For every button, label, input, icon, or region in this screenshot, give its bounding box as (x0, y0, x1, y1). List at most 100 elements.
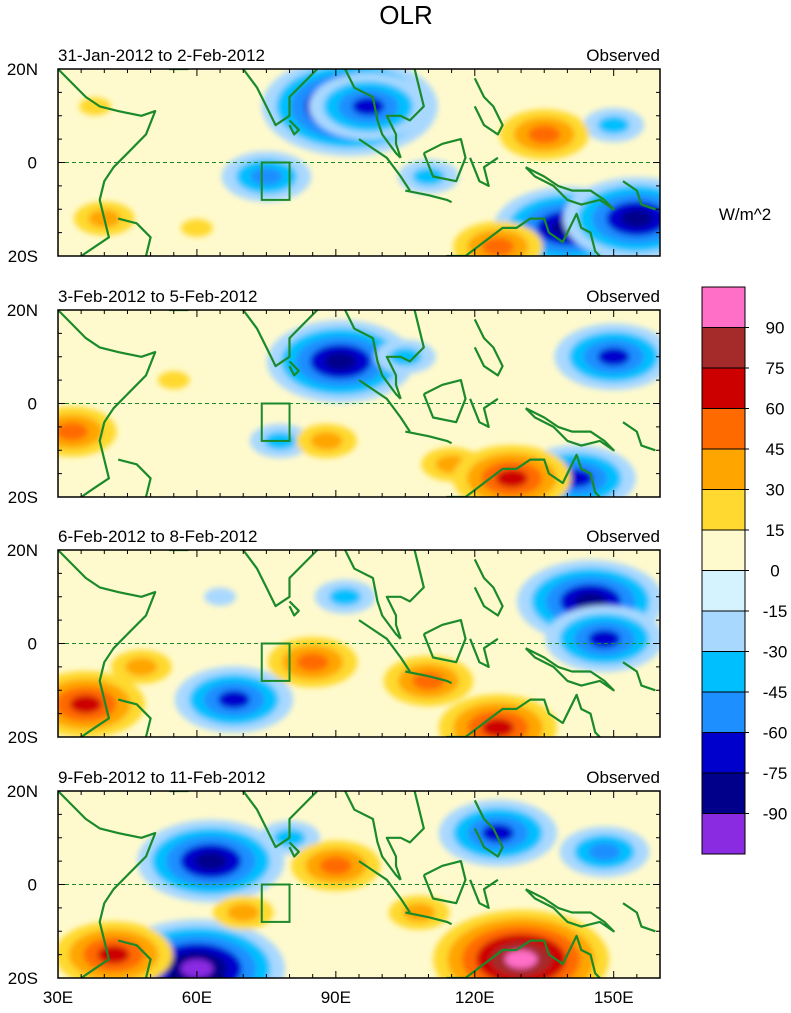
coastline (344, 310, 402, 400)
colorbar-swatch (701, 813, 746, 855)
anomaly-contour (250, 167, 283, 186)
y-tick-label: 0 (28, 395, 37, 414)
map-panel-3: 20N 0 20S 6-Feb-2012 to 8-Feb-2012 Observed (7, 527, 661, 747)
map-panel-2: 20N 0 20S 3-Feb-2012 to 5-Feb-2012 Observed (7, 287, 661, 507)
panel-right-title: Observed (586, 287, 660, 306)
coastline (622, 661, 656, 692)
anomaly-contour (620, 209, 653, 228)
colorbar-label: -90 (763, 805, 788, 824)
colorbar-label: 0 (770, 562, 779, 581)
coastline (422, 860, 467, 905)
anomaly-contour (194, 852, 227, 871)
region-box (260, 402, 291, 442)
coastline (524, 407, 615, 452)
x-tick-label: 60E (182, 988, 212, 1007)
colorbar-swatch (701, 651, 746, 693)
colorbar-swatch (701, 367, 746, 409)
y-tick-label: 20S (8, 488, 38, 507)
colorbar-label: 90 (766, 319, 785, 338)
y-tick-label: 20N (7, 301, 38, 320)
colorbar-label: 60 (766, 400, 785, 419)
y-tick-label: 20N (7, 782, 38, 801)
coastline (469, 637, 499, 668)
coastline (445, 693, 602, 737)
coastline (58, 310, 157, 497)
coastline (117, 698, 152, 737)
coastline (58, 791, 157, 978)
coastline (241, 791, 319, 849)
anomaly-contour (352, 97, 385, 116)
colorbar-label: -60 (763, 724, 788, 743)
anomaly-contour (217, 690, 250, 709)
y-tick-label: 20N (7, 541, 38, 560)
coastline (473, 558, 504, 617)
anomaly-contour (389, 347, 422, 366)
coastline (473, 77, 504, 136)
colorbar-swatch (701, 529, 746, 571)
anomaly-contour (227, 903, 260, 922)
coastline (358, 138, 411, 192)
anomaly-contour (97, 945, 130, 964)
coastline (358, 860, 411, 914)
anomaly-field (58, 320, 660, 497)
coastline (117, 458, 152, 497)
anomaly-contour (528, 125, 561, 144)
coastline (288, 600, 300, 617)
colorbar-label: -30 (763, 643, 788, 662)
anomaly-contour (180, 959, 213, 978)
coastline (469, 156, 499, 187)
colorbar-swatch (701, 570, 746, 612)
anomaly-contour (296, 653, 329, 672)
map-panel-4: 20N 0 20S 9-Feb-2012 to 11-Feb-2012 Observed (7, 768, 661, 988)
coastline (385, 791, 425, 881)
anomaly-contour (329, 587, 362, 606)
coastlines (58, 69, 656, 256)
colorbar-swatch (701, 408, 746, 450)
coastline (622, 180, 656, 211)
coastline (445, 934, 602, 978)
colorbar-label: 30 (766, 481, 785, 500)
anomaly-contour (495, 469, 528, 488)
coastline (288, 841, 300, 858)
coastline (241, 550, 319, 608)
anomaly-contour (79, 97, 112, 116)
coastline (344, 791, 402, 881)
coastline (58, 550, 157, 737)
panel-left-title: 31-Jan-2012 to 2-Feb-2012 (58, 46, 265, 65)
anomaly-contour (597, 116, 630, 135)
coastline (358, 379, 411, 433)
colorbar-swatch (701, 448, 746, 490)
anomaly-contour (324, 352, 357, 371)
chart-title: OLR (379, 0, 432, 30)
colorbar: 90 75 60 45 30 15 0 -15 -30 -45 -60 -75 -90 (701, 286, 788, 855)
coastline (385, 550, 425, 640)
coastline (117, 939, 152, 978)
anomaly-contour (58, 422, 88, 441)
y-tick-label: 0 (28, 635, 37, 654)
colorbar-label: 15 (766, 521, 785, 540)
panel-left-title: 9-Feb-2012 to 11-Feb-2012 (58, 768, 266, 787)
colorbar-swatch (701, 286, 746, 328)
coastline (241, 69, 319, 127)
colorbar-label: -15 (763, 602, 788, 621)
y-tick-label: 20N (7, 60, 38, 79)
coastline (405, 911, 453, 926)
colorbar-swatch (701, 732, 746, 774)
map-panel-1: 20N 0 20S 31-Jan-2012 to 2-Feb-2012 Observed (7, 46, 661, 266)
coastlines (58, 550, 656, 737)
coastline (445, 212, 602, 256)
panel-left-title: 6-Feb-2012 to 8-Feb-2012 (58, 527, 257, 546)
coastline (344, 69, 402, 159)
coastline (405, 430, 453, 445)
coastlines (58, 791, 656, 978)
anomaly-contour (125, 657, 158, 676)
panel-right-title: Observed (586, 527, 660, 546)
anomaly-contour (481, 824, 514, 843)
coastline (422, 379, 467, 424)
coastline (58, 69, 157, 256)
coastline (405, 189, 453, 204)
region-box (260, 883, 291, 923)
coastline (524, 647, 615, 692)
coastline (445, 453, 602, 497)
